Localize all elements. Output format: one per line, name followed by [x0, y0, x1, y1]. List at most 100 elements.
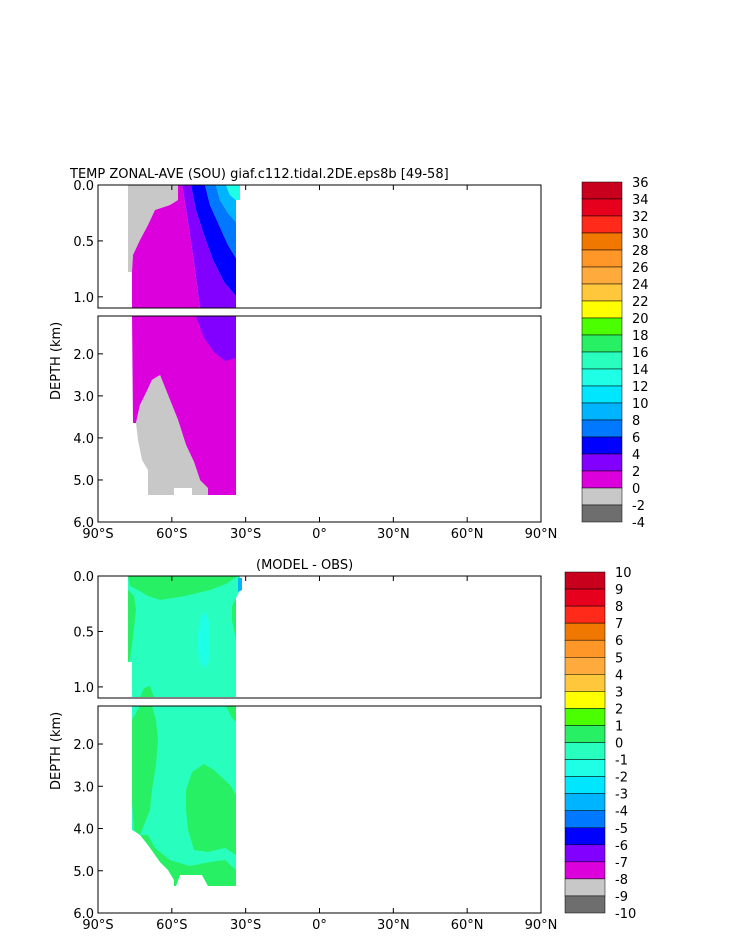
top-upper-purple — [182, 185, 236, 308]
colorbar-swatch — [564, 674, 606, 692]
bottom-lower-field — [132, 706, 236, 886]
colorbar-swatch — [581, 368, 623, 387]
bottom-upper-green-right — [232, 598, 236, 640]
top-upper-blue — [191, 185, 236, 296]
colorbar-label: 8 — [615, 600, 623, 615]
colorbar-label: 2 — [632, 465, 640, 480]
bottom-lower-green-top-right — [226, 706, 236, 722]
colorbar-label: 10 — [632, 397, 649, 412]
x-tick-label: 90°S — [82, 527, 113, 542]
top-lower-magenta — [132, 316, 236, 495]
colorbar-swatch — [581, 402, 623, 421]
x-tick-label: 30°S — [230, 527, 261, 542]
colorbar-label: 10 — [615, 566, 632, 581]
bottom-upper-green-top — [128, 576, 238, 600]
colorbar-label: -10 — [615, 907, 636, 922]
top-title: TEMP ZONAL-AVE (SOU) giaf.c112.tidal.2DE… — [69, 167, 449, 182]
y-tick-label: 0.5 — [73, 625, 94, 640]
y-tick-label: 2.0 — [73, 348, 94, 363]
colorbar-swatch — [581, 300, 623, 319]
colorbar-label: -1 — [615, 754, 628, 769]
bottom-ylabel: DEPTH (km) — [49, 712, 64, 790]
bottom-y-ticks: 0.0 0.5 1.0 2.0 3.0 4.0 5.0 6.0 — [73, 570, 103, 922]
x-tick-label: 30°N — [377, 527, 410, 542]
colorbar-label: -4 — [615, 805, 628, 820]
colorbar-label: 12 — [632, 380, 649, 395]
colorbar-swatch — [564, 878, 606, 897]
top-ylabel: DEPTH (km) — [49, 322, 64, 400]
colorbar-label: 20 — [632, 312, 649, 327]
colorbar-swatch — [581, 181, 623, 200]
colorbar-label: 26 — [632, 261, 649, 276]
colorbar-swatch — [564, 844, 606, 863]
y-tick-label: 0.5 — [73, 235, 94, 250]
colorbar-label: 4 — [615, 668, 623, 683]
colorbar-swatch — [564, 588, 606, 607]
colorbar-label: -6 — [615, 839, 628, 854]
colorbar-swatch — [564, 691, 606, 709]
y-tick-label: 4.0 — [73, 823, 94, 838]
colorbar-label: 3 — [615, 685, 623, 700]
colorbar-label: -8 — [615, 873, 628, 888]
colorbar-label: 8 — [632, 414, 640, 429]
bottom-upper-green-bottom — [140, 686, 154, 697]
x-tick-label: 0° — [312, 527, 327, 542]
top-upper-mid-blue — [205, 185, 236, 258]
bottom-x-ticks: 90°S 60°S 30°S 0° 30°N 60°N 90°N — [82, 576, 557, 933]
x-tick-label: 90°N — [525, 918, 558, 933]
x-tick-label: 60°S — [156, 527, 187, 542]
top-upper-gray — [128, 185, 178, 272]
colorbar-swatch — [564, 827, 606, 846]
colorbar-swatch — [581, 215, 623, 234]
colorbar-label: 0 — [632, 482, 640, 497]
bottom-upper-cyan — [128, 576, 240, 697]
colorbar-swatch — [581, 198, 623, 217]
colorbar-swatch — [564, 810, 606, 829]
colorbar-swatch — [581, 317, 623, 336]
top-lower-gray — [136, 375, 208, 495]
colorbar-swatch — [564, 725, 606, 743]
colorbar-swatch — [581, 453, 623, 472]
colorbar-swatch — [581, 436, 623, 455]
colorbar-label: 4 — [632, 448, 640, 463]
colorbar-label: 9 — [615, 583, 623, 598]
y-tick-label: 6.0 — [73, 907, 94, 922]
y-tick-label: 3.0 — [73, 780, 94, 795]
top-lower-purple — [196, 316, 236, 361]
colorbar-label: 32 — [632, 210, 649, 225]
bottom-upper-blue-corner — [238, 578, 242, 592]
colorbar-swatch — [564, 776, 606, 794]
colorbar-swatch — [564, 639, 606, 658]
colorbar-label: 2 — [615, 702, 623, 717]
y-tick-label: 3.0 — [73, 390, 94, 405]
y-tick-label: 4.0 — [73, 432, 94, 447]
colorbar-swatch — [564, 793, 606, 811]
colorbar-label: 28 — [632, 244, 649, 259]
colorbar-label: 36 — [632, 176, 649, 191]
colorbar-label: 5 — [615, 651, 623, 666]
x-tick-label: 60°S — [156, 918, 187, 933]
colorbar-label: -3 — [615, 788, 628, 803]
x-tick-label: 60°N — [451, 527, 484, 542]
colorbar-label: 18 — [632, 329, 649, 344]
y-tick-label: 6.0 — [73, 516, 94, 531]
colorbar-label: 24 — [632, 278, 649, 293]
bottom-title: (MODEL - OBS) — [256, 558, 353, 573]
x-tick-label: 90°N — [525, 527, 558, 542]
bottom-lower-green-right — [186, 764, 236, 855]
colorbar-swatch — [564, 708, 606, 726]
colorbar-label: -4 — [632, 516, 645, 531]
colorbar-swatch — [564, 861, 606, 880]
colorbar-label: 16 — [632, 346, 649, 361]
colorbar-swatch — [564, 605, 606, 624]
colorbar-swatch — [581, 232, 623, 251]
bottom-lower-green-left — [132, 706, 158, 835]
colorbar-swatch — [564, 657, 606, 675]
colorbar-label: 6 — [632, 431, 640, 446]
top-upper-field — [128, 185, 240, 308]
colorbar-swatch — [564, 571, 606, 590]
colorbar-label: 0 — [615, 737, 623, 752]
